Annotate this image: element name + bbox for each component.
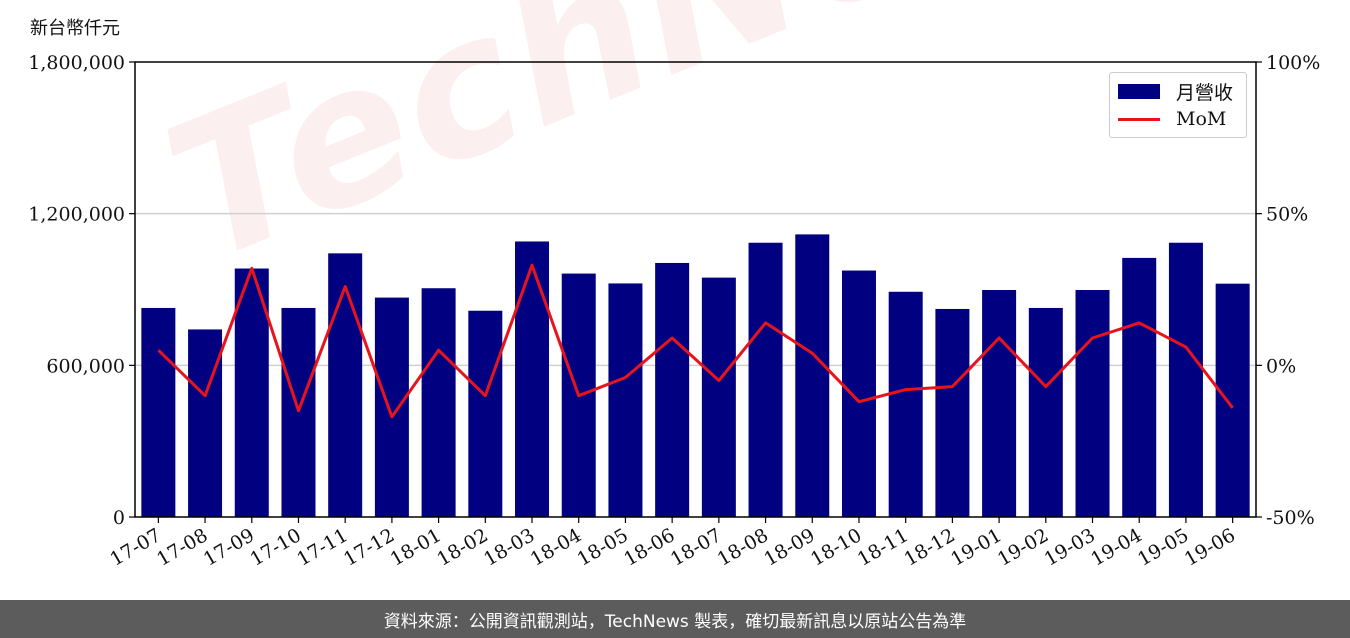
x-tick-label: 18-12 (900, 524, 958, 570)
x-tick-label: 18-10 (807, 524, 865, 570)
revenue-bar (515, 241, 550, 517)
revenue-chart: 0 600,000 1,200,000 1,800,000 -50% 0% 50% 100% 1… (28, 52, 1320, 571)
legend-swatch-mom (1118, 117, 1160, 121)
revenue-bar (141, 307, 176, 517)
x-tick-label: 18-02 (433, 524, 491, 570)
revenue-bar (421, 288, 456, 517)
x-tick-label: 17-07 (106, 524, 164, 570)
revenue-bar (1122, 257, 1157, 517)
revenue-bar (1028, 307, 1063, 517)
revenue-bar (795, 234, 830, 517)
y-left-tick-label: 0 (113, 507, 125, 529)
x-tick-label: 18-09 (760, 524, 818, 570)
revenue-bar (888, 291, 923, 517)
x-tick-label: 18-04 (527, 524, 585, 570)
mom-line (157, 263, 1234, 419)
revenue-bar (701, 277, 736, 517)
y-right-tick-label: 50% (1266, 204, 1308, 226)
x-tick-label: 18-01 (387, 524, 445, 570)
x-tick-label: 19-03 (1041, 524, 1099, 570)
revenue-bar (935, 308, 970, 517)
x-tick-label: 19-05 (1134, 524, 1192, 570)
legend-item-mom: MoM (1118, 107, 1226, 131)
x-tick-label: 17-10 (247, 524, 305, 570)
plot-frame (134, 61, 1257, 518)
revenue-bar (748, 242, 783, 517)
y-right-tick-label: 0% (1266, 355, 1296, 377)
revenue-bar (1168, 242, 1203, 517)
revenue-bar (608, 283, 643, 517)
source-footer: 資料來源：公開資訊觀測站，TechNews 製表，確切最新訊息以原站公告為準 (0, 600, 1350, 638)
revenue-bar (1215, 283, 1250, 517)
x-tick-label: 17-09 (200, 524, 258, 570)
x-tick-label: 18-11 (854, 524, 912, 570)
y-axis-unit-label: 新台幣仟元 (30, 18, 120, 39)
revenue-bar (655, 262, 690, 517)
x-tick-label: 18-08 (714, 524, 772, 570)
revenue-bar (234, 268, 269, 517)
x-tick-label: 17-08 (153, 524, 211, 570)
revenue-bar (841, 270, 876, 517)
y-right-tick-label: 100% (1266, 52, 1320, 74)
revenue-bar (188, 329, 223, 517)
revenue-bar (982, 290, 1017, 517)
revenue-bar (1075, 290, 1110, 517)
y-right-tick-label: -50% (1266, 507, 1315, 529)
revenue-bar (374, 297, 409, 517)
x-tick-label: 18-07 (667, 524, 725, 570)
legend: 月營收 MoM (1109, 72, 1247, 138)
x-tick-label: 19-01 (947, 524, 1005, 570)
x-tick-label: 18-06 (620, 524, 678, 570)
x-tick-label: 17-12 (340, 524, 398, 570)
legend-swatch-revenue (1118, 83, 1160, 99)
x-tick-label: 19-02 (994, 524, 1052, 570)
y-left-tick-label: 600,000 (46, 355, 125, 377)
y-left-tick-label: 1,200,000 (28, 204, 125, 226)
revenue-bar (328, 253, 363, 517)
y-left-tick-label: 1,800,000 (28, 52, 125, 74)
x-tick-label: 19-06 (1181, 524, 1239, 570)
revenue-bar (281, 307, 316, 517)
legend-label-mom: MoM (1176, 108, 1227, 130)
chart-area: TechNews 0600,0001,200,0001,800,000-50%0… (28, 0, 1320, 571)
x-tick-label: 17-11 (293, 524, 351, 570)
revenue-bar (468, 310, 503, 517)
legend-item-revenue: 月營收 (1118, 79, 1234, 104)
x-tick-label: 18-05 (573, 524, 631, 570)
x-tick-label: 18-03 (480, 524, 538, 570)
legend-label-revenue: 月營收 (1176, 81, 1234, 104)
x-tick-label: 19-04 (1087, 524, 1145, 570)
